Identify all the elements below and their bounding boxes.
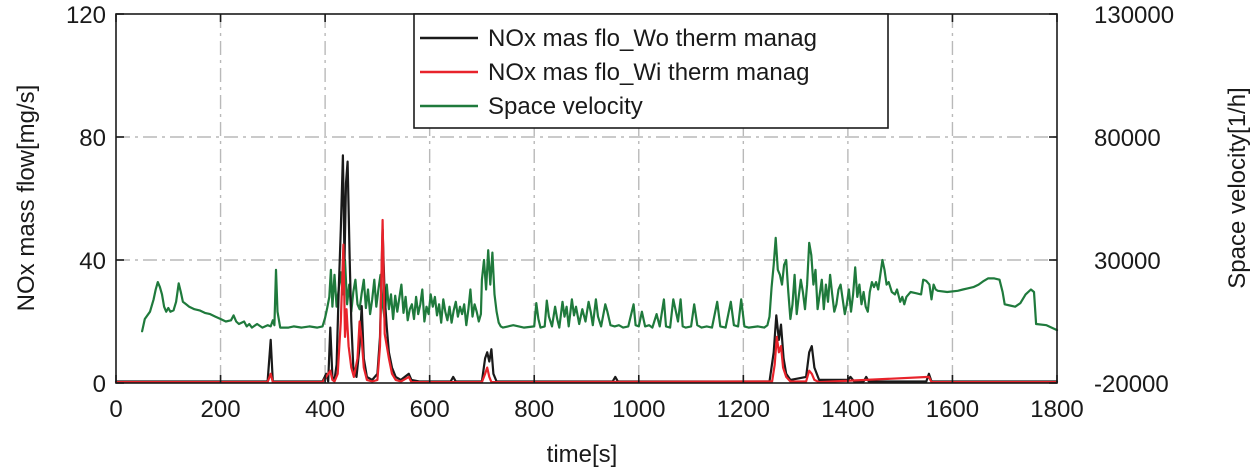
y-tick-label: 0	[93, 371, 106, 398]
y2-tick-label: 80000	[1094, 125, 1161, 152]
legend-label-space-velocity: Space velocity	[488, 93, 643, 120]
y-axis-title: NOx mass flow[mg/s]	[13, 85, 40, 312]
series-nox-wo-therm-manag	[114, 154, 1059, 383]
x-tick-label: 1400	[821, 396, 874, 423]
x-tick-label: 1200	[717, 396, 770, 423]
x-tick-label: 0	[109, 396, 122, 423]
tick-labels: 0 200 400 600 800 1000 1200 1400 1600 1800 0 40 80 12…	[66, 2, 1174, 423]
x-tick-label: 400	[305, 396, 345, 423]
y-tick-label: 120	[66, 2, 106, 29]
legend-box	[413, 13, 889, 129]
y2-tick-label: 130000	[1094, 2, 1174, 29]
y-tick-label: 80	[79, 125, 106, 152]
y2-axis-title: Space velocity[1/h]	[1224, 87, 1250, 288]
y2-tick-label: -20000	[1094, 371, 1169, 398]
series-nox-wi-therm-manag	[114, 218, 1059, 384]
x-tick-label: 600	[410, 396, 450, 423]
legend: NOx mas flo_Wo therm manag NOx mas flo_W…	[413, 13, 889, 129]
legend-label-wi: NOx mas flo_Wi therm manag	[488, 59, 809, 86]
x-tick-label: 200	[201, 396, 241, 423]
x-tick-label: 800	[514, 396, 554, 423]
y-tick-label: 40	[79, 248, 106, 275]
x-tick-label: 1600	[926, 396, 979, 423]
y2-tick-label: 30000	[1094, 248, 1161, 275]
x-tick-label: 1000	[612, 396, 665, 423]
series-space-velocity	[141, 236, 1059, 333]
x-axis-title: time[s]	[547, 441, 618, 468]
legend-label-wo: NOx mas flo_Wo therm manag	[488, 25, 817, 52]
series-layer	[114, 154, 1059, 384]
x-tick-label: 1800	[1030, 396, 1083, 423]
